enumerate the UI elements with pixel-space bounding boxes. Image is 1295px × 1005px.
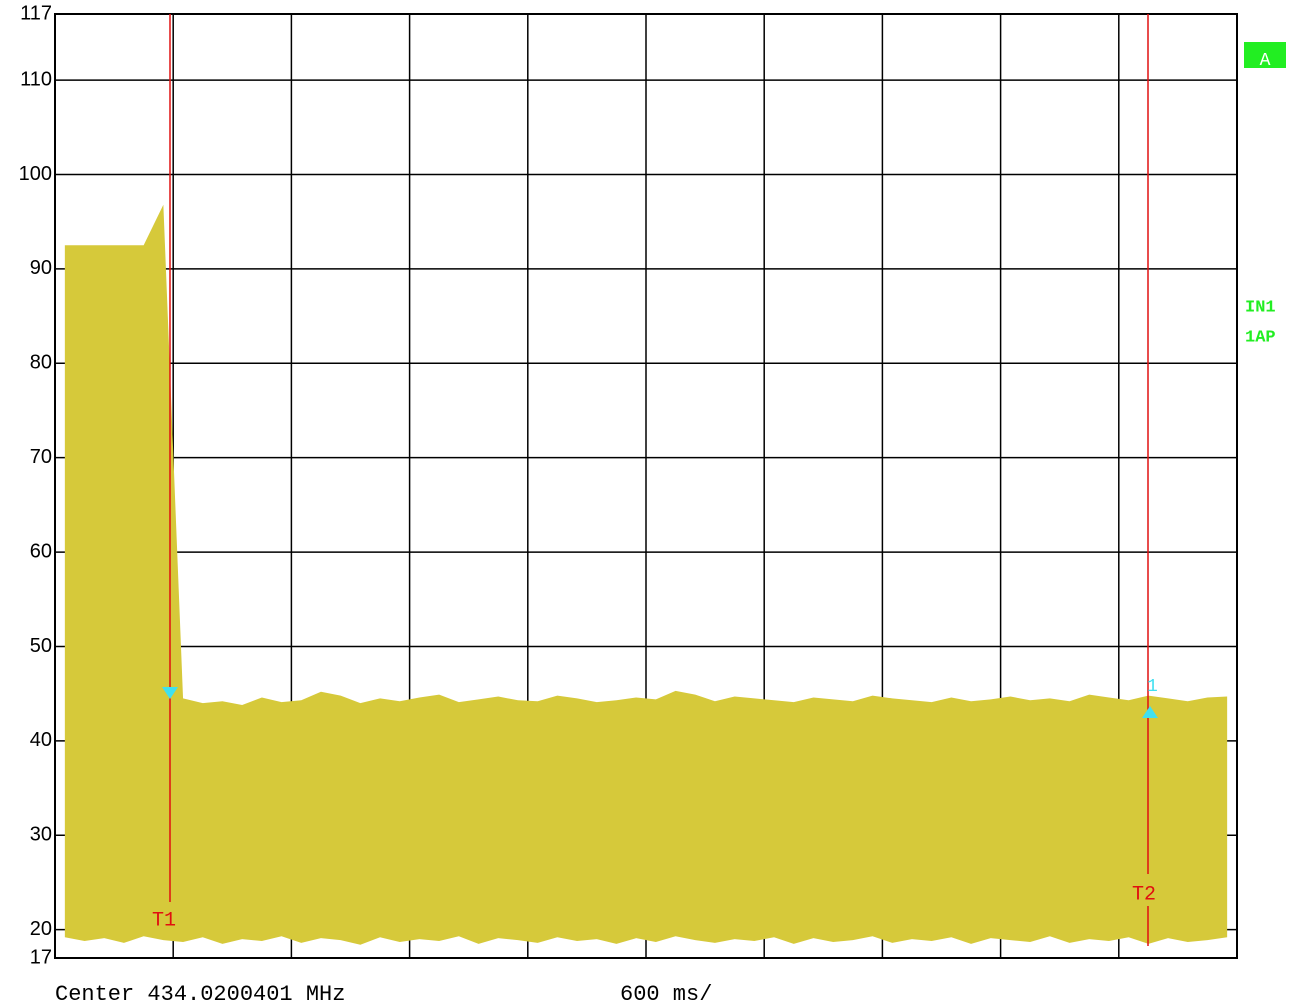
y-tick-label: 110 (20, 68, 52, 90)
y-tick-label: 117 (20, 2, 52, 24)
y-tick-label: 20 (30, 918, 52, 940)
y-tick-label: 90 (30, 257, 52, 279)
plot-frame (54, 13, 1238, 959)
marker-label: T1 (152, 909, 176, 932)
trace-area (64, 204, 1228, 945)
trace (64, 204, 1228, 945)
y-tick-label: 50 (30, 635, 52, 657)
marker-label: T2 (1132, 883, 1156, 906)
footer-span: 600 ms/ (620, 982, 712, 1005)
trace-badge (1244, 42, 1286, 68)
marker-triangle (1142, 706, 1158, 718)
trace-badge-label: A (1260, 51, 1271, 71)
y-tick-label: 60 (30, 540, 52, 562)
marker-point-label: 1 (1147, 677, 1158, 697)
y-tick-label: 100 (19, 163, 52, 185)
y-tick-label: 30 (30, 824, 52, 846)
footer-center: Center 434.0200401 MHz (55, 982, 345, 1005)
y-tick-label: 70 (30, 446, 52, 468)
y-tick-label: 40 (30, 729, 52, 751)
marker-triangle (162, 687, 178, 699)
y-tick-label: 80 (30, 352, 52, 374)
side-label: 1AP (1245, 328, 1276, 347)
side-label: IN1 (1245, 298, 1276, 317)
y-tick-label: 17 (30, 946, 52, 968)
